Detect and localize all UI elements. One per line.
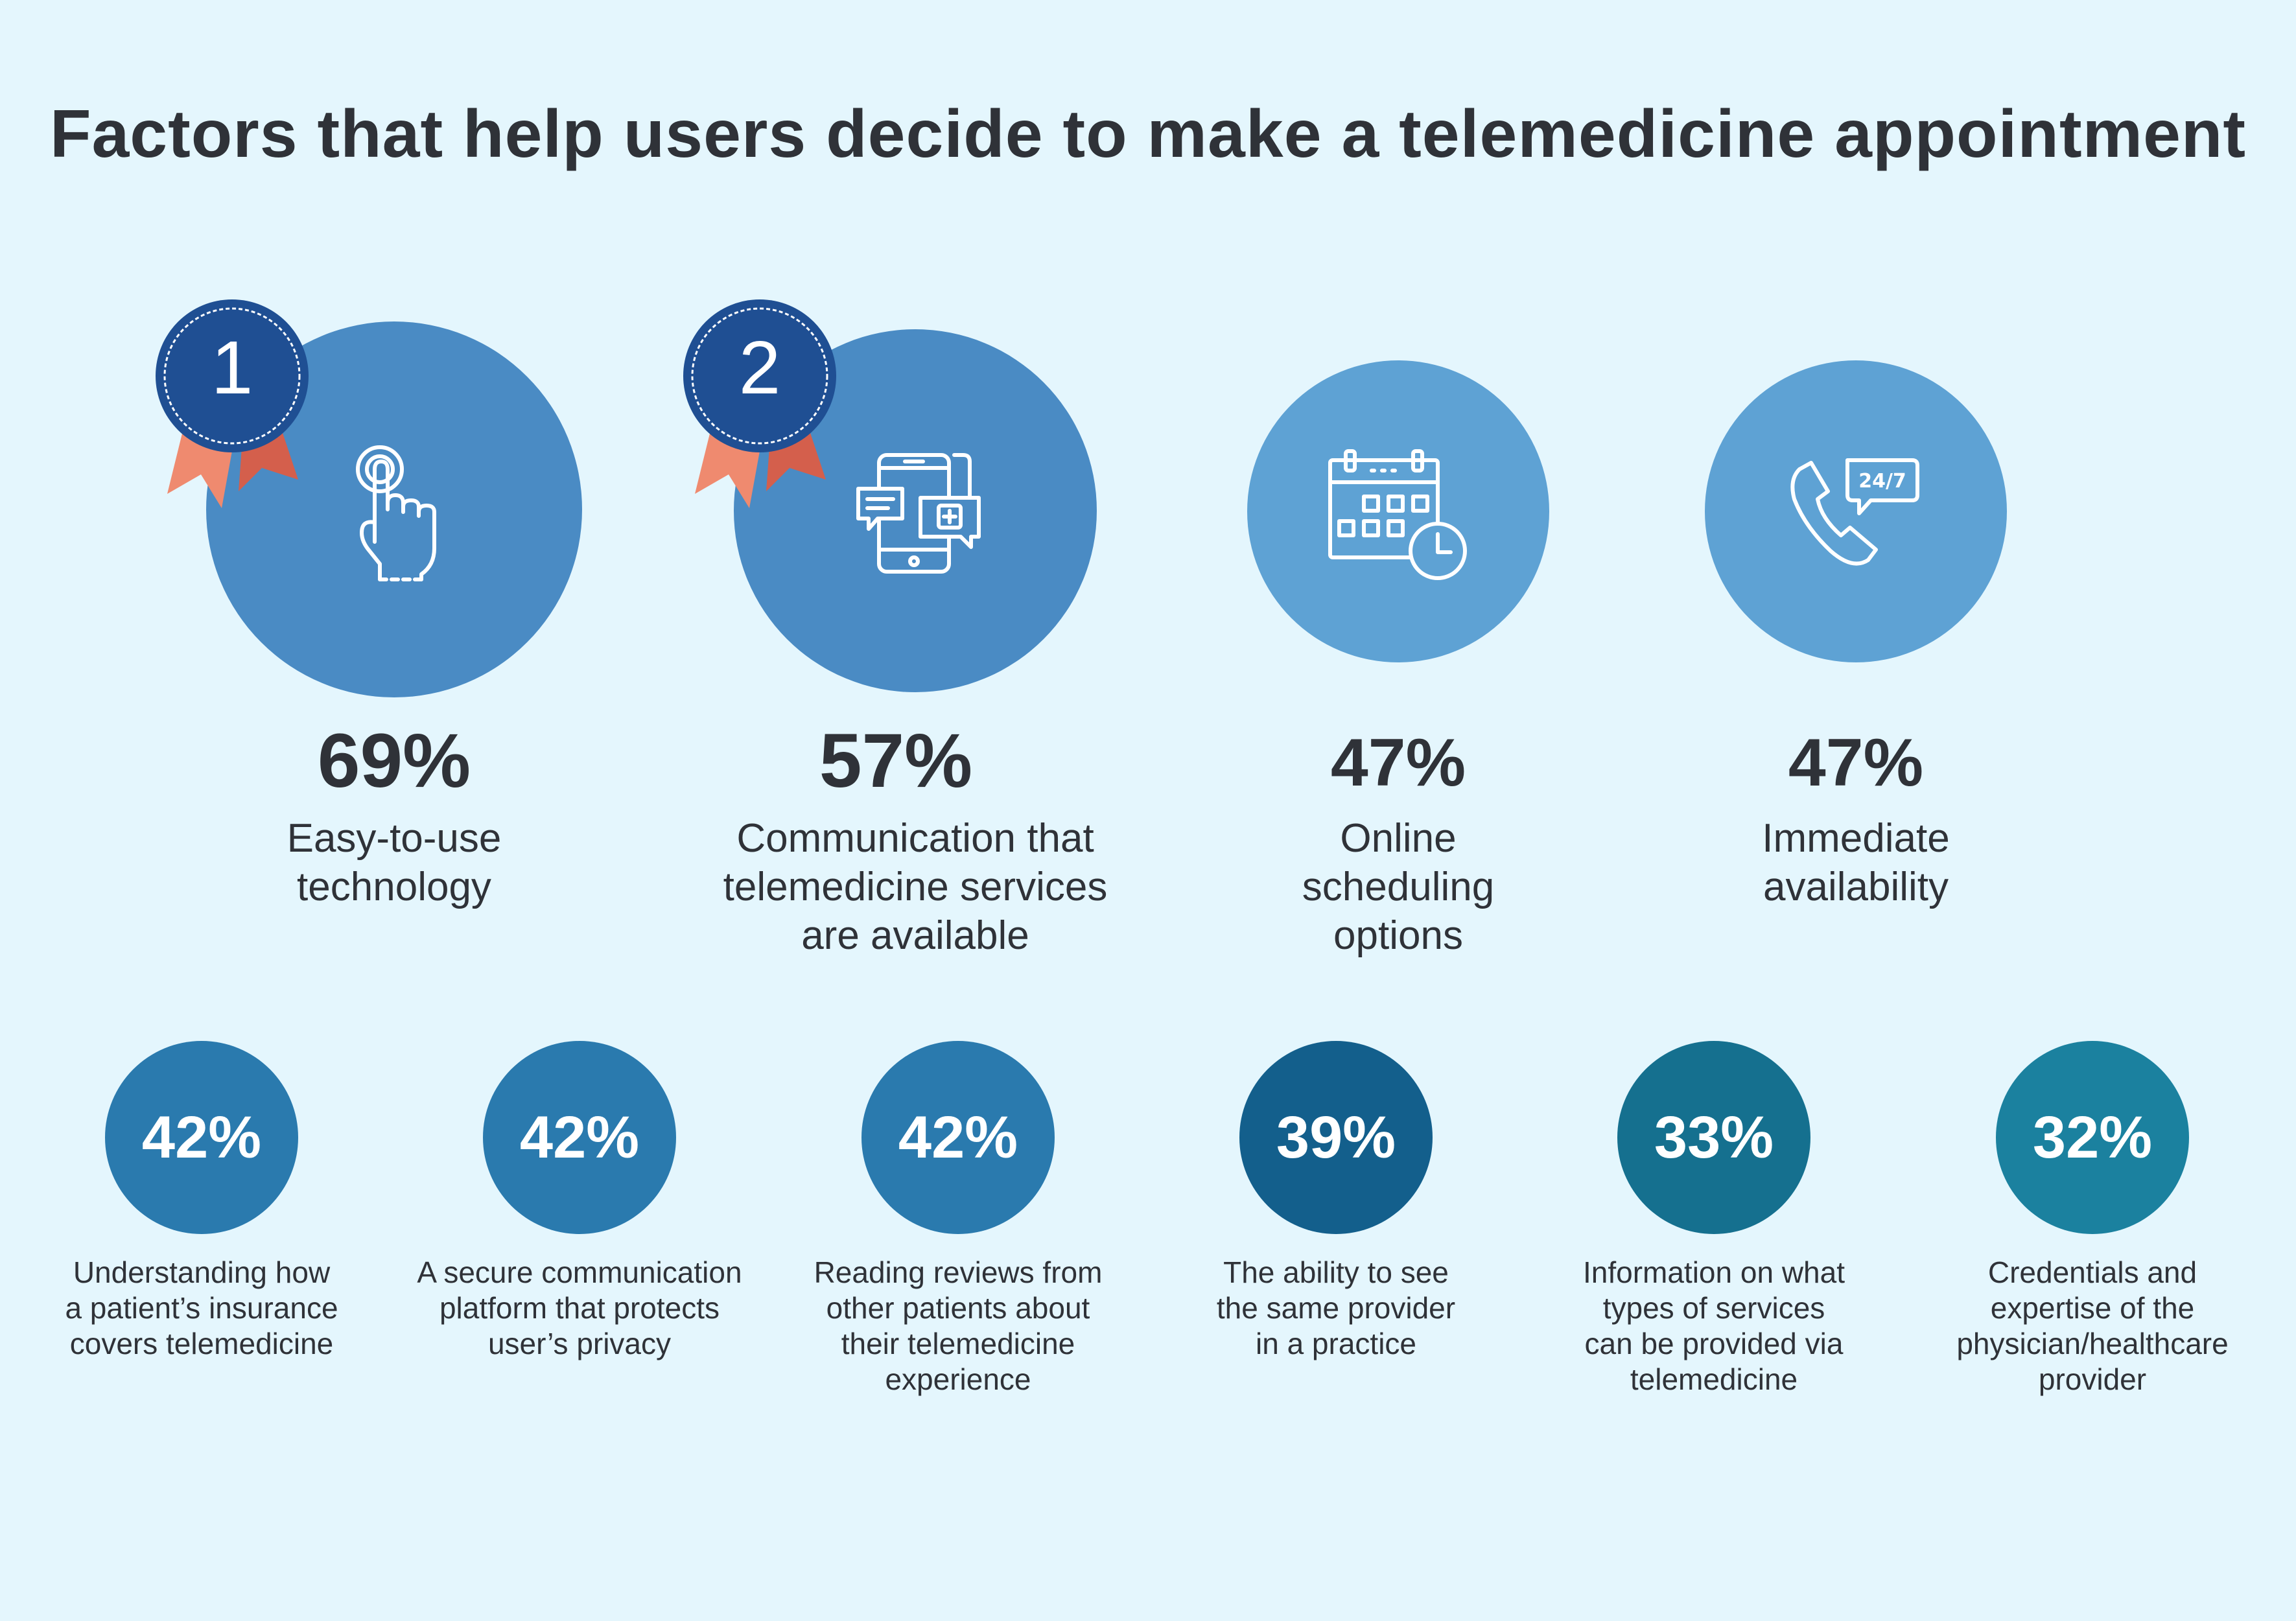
phone-24-7-icon: 24/7 xyxy=(1790,458,1919,566)
factor-circle-6: 42% xyxy=(483,1041,676,1234)
factor-label-6: A secure communication platform that pro… xyxy=(417,1255,742,1360)
factor-percent-3: 47% xyxy=(1330,725,1466,800)
factor-label-10: Credentials and expertise of the physici… xyxy=(1956,1255,2229,1396)
rank-badge-2: 2 xyxy=(682,299,838,513)
factor-label-7: Reading reviews from other patients abou… xyxy=(814,1255,1103,1396)
factor-circle-9: 33% xyxy=(1617,1041,1810,1234)
factor-percent-4: 47% xyxy=(1788,725,1924,800)
page-title: Factors that help users decide to make a… xyxy=(49,97,2247,172)
factor-circle-4: 24/7 xyxy=(1705,360,2007,662)
factor-label-3: Online scheduling options xyxy=(1302,816,1495,958)
rank-number-2: 2 xyxy=(738,325,781,410)
factor-circle-5: 42% xyxy=(105,1041,298,1234)
factor-circle-7: 42% xyxy=(861,1041,1055,1234)
factor-circle-3 xyxy=(1247,360,1549,662)
factor-circle-10: 32% xyxy=(1996,1041,2189,1234)
mobile-chat-icon xyxy=(856,453,981,574)
factor-label-5: Understanding how a patient’s insurance … xyxy=(65,1255,338,1360)
factor-percent-2: 57% xyxy=(819,718,973,804)
factor-label-4: Immediate availability xyxy=(1762,816,1950,909)
svg-text:24/7: 24/7 xyxy=(1858,470,1906,493)
calendar-clock-icon xyxy=(1328,449,1467,580)
factor-label-9: Information on what types of services ca… xyxy=(1582,1255,1845,1396)
factor-label-2: Communication that telemedicine services… xyxy=(723,816,1108,958)
rank-badge-1: 1 xyxy=(154,299,310,513)
factor-circle-8: 39% xyxy=(1239,1041,1433,1234)
touch-hand-icon xyxy=(356,445,436,581)
rank-number-1: 1 xyxy=(211,325,253,410)
factor-label-1: Easy-to-use technology xyxy=(287,816,502,909)
factor-percent-1: 69% xyxy=(317,718,471,804)
factor-label-8: The ability to see the same provider in … xyxy=(1216,1255,1456,1360)
